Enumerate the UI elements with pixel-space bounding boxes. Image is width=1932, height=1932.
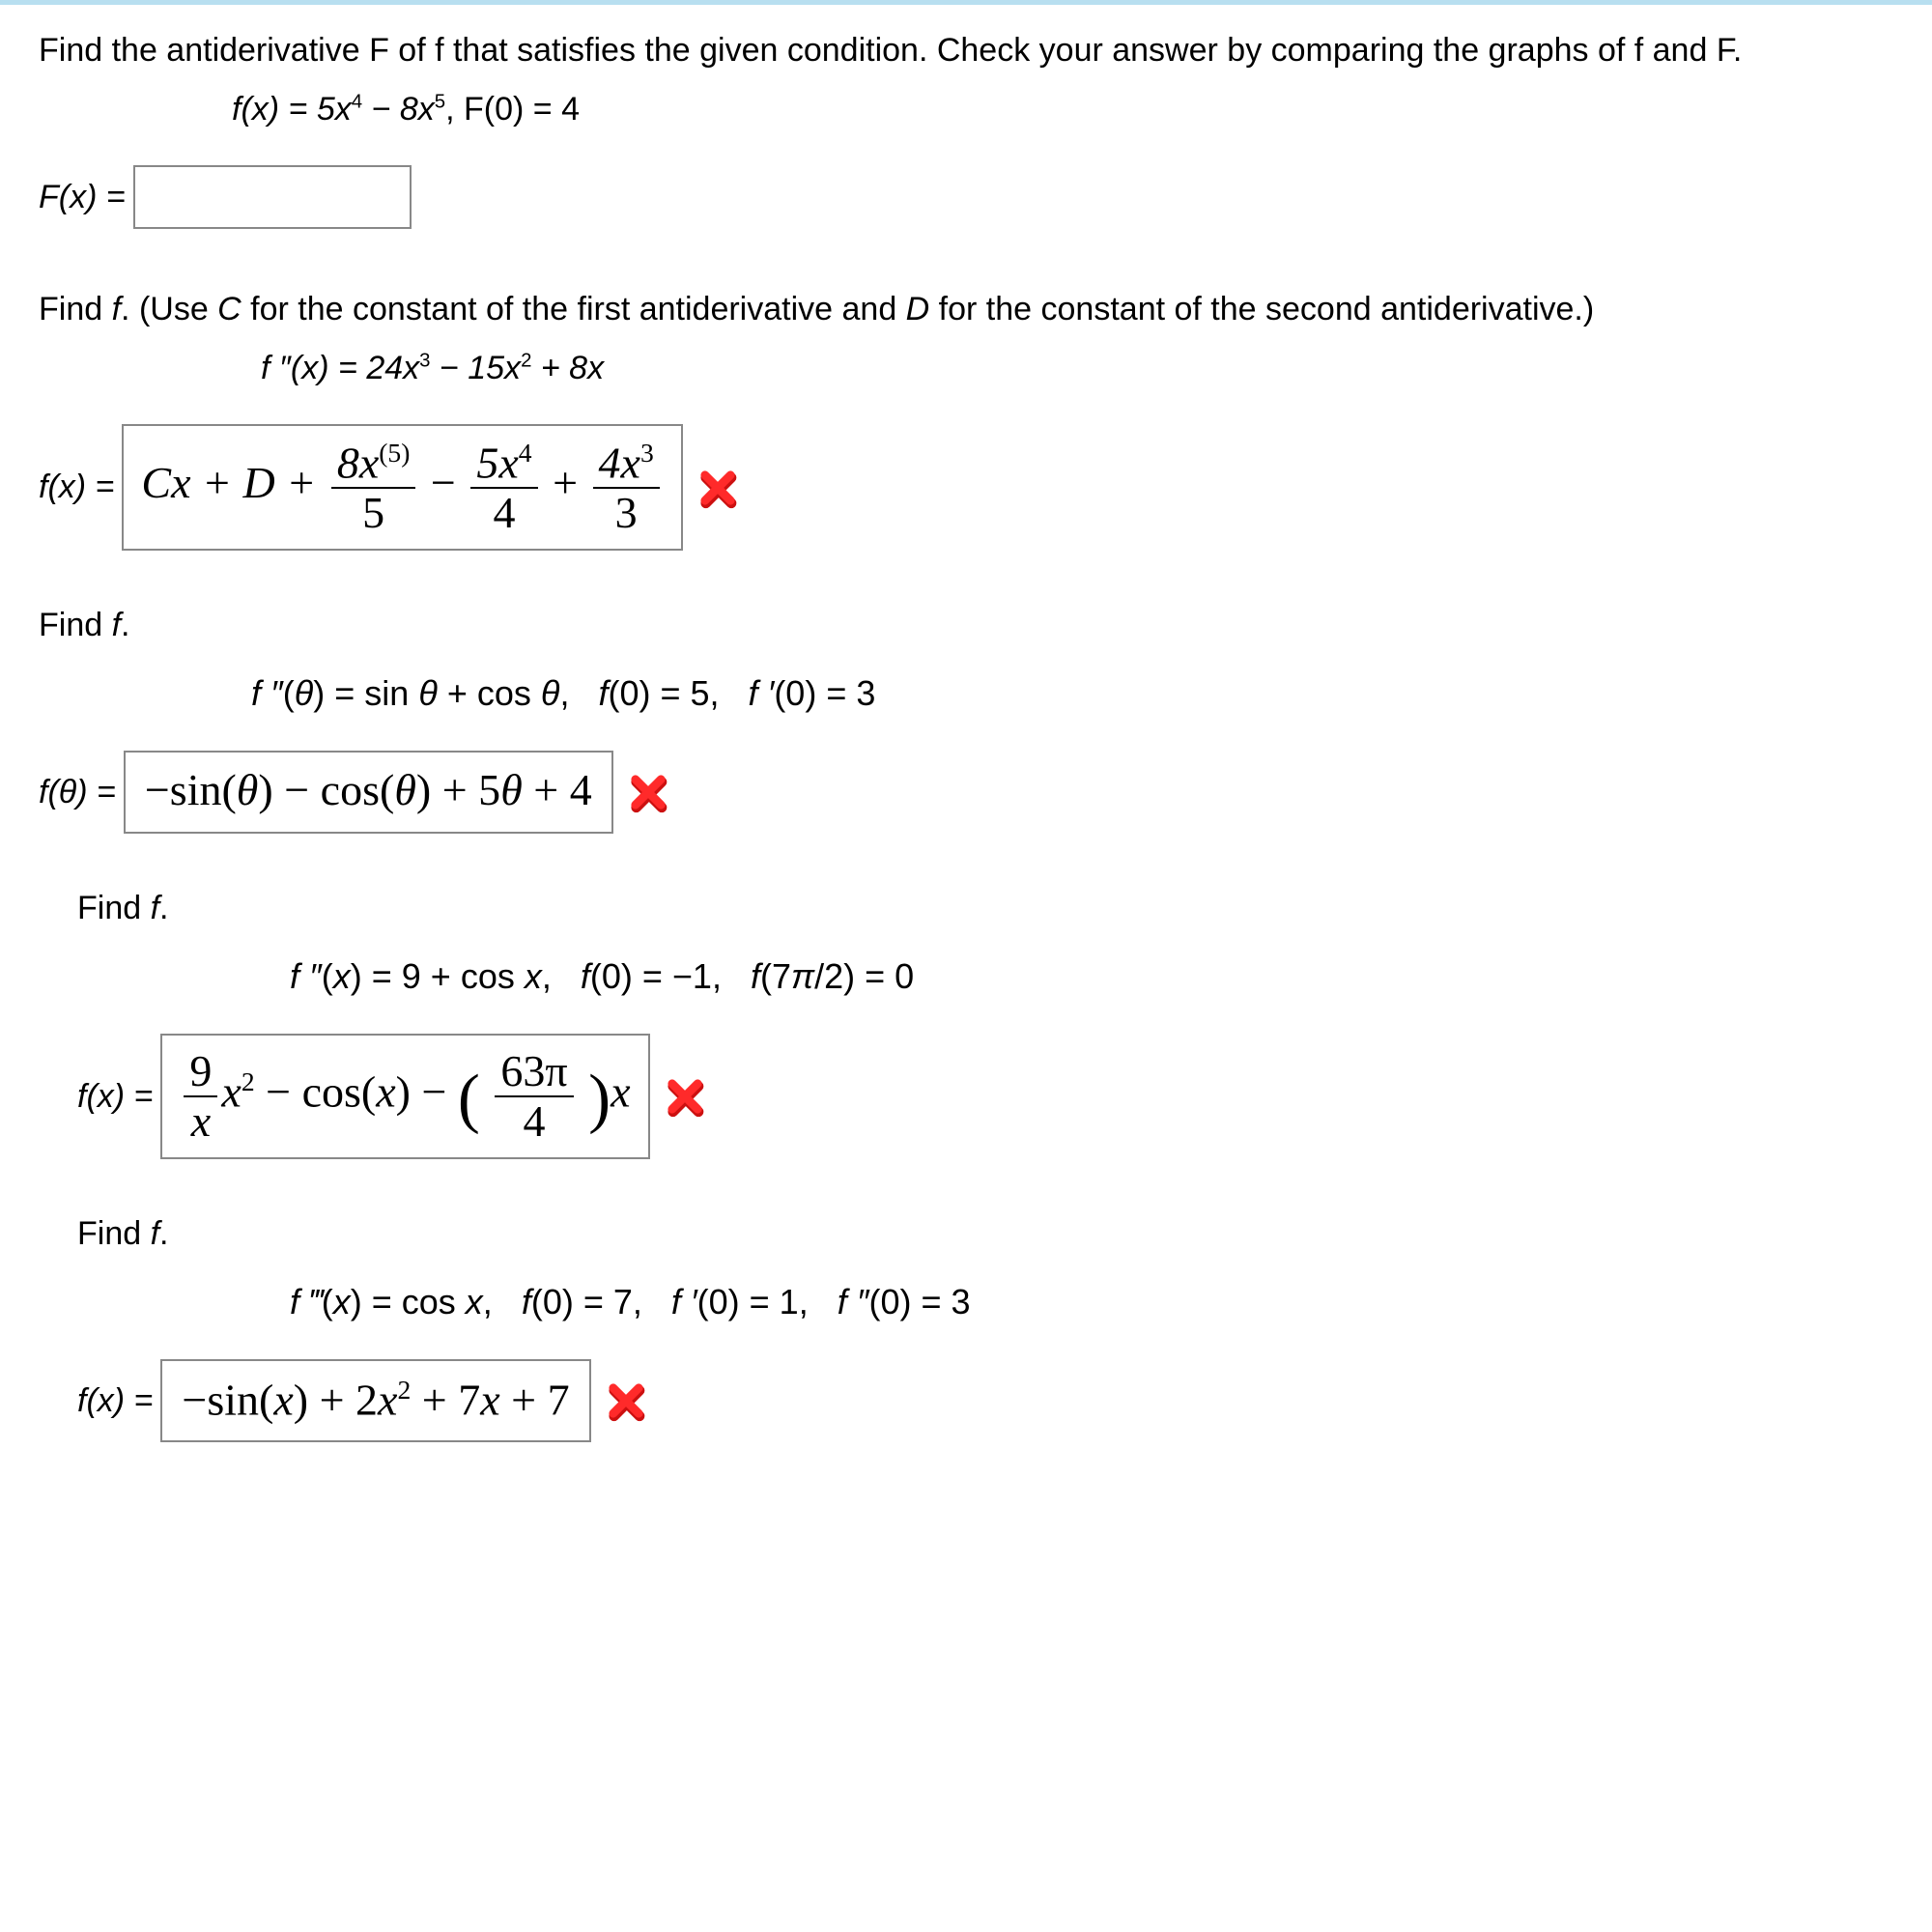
p1-mid: − 8x <box>362 91 435 128</box>
incorrect-icon <box>603 1378 649 1424</box>
p2-f2e: 4 <box>519 438 532 468</box>
problem4-heading: Find f. <box>77 890 1893 927</box>
p5-answer-input[interactable]: −sin(x) + 2x2 + 7x + 7 <box>160 1359 590 1442</box>
problem2-given: f ″(x) = 24x3 − 15x2 + 8x <box>261 350 1893 387</box>
problem1-prompt: Find the antiderivative F of f that sati… <box>39 26 1893 75</box>
p2-tail: + 8x <box>531 350 604 386</box>
p1-exp2: 5 <box>435 92 445 113</box>
p4-xsq-a: x <box>221 1067 241 1117</box>
p4-f1n: 9 <box>184 1049 217 1097</box>
problem3-heading: Find f. <box>39 607 1893 644</box>
problem5-given: f ‴(x) = cos x, f(0) = 7, f ′(0) = 1, f … <box>290 1282 1893 1322</box>
p1-given-lhs: f(x) = 5x <box>232 91 352 128</box>
p2-answer-label: f(x) = <box>39 469 114 506</box>
p2-g-lhs: f ″(x) = 24x <box>261 350 419 386</box>
p5-b: + 7x + 7 <box>411 1376 569 1425</box>
p3-answer-input[interactable]: −sin(θ) − cos(θ) + 5θ + 4 <box>124 751 613 834</box>
p2-e2: 2 <box>521 351 531 372</box>
problem5-answer-row: f(x) = −sin(x) + 2x2 + 7x + 7 <box>77 1359 1893 1442</box>
p4-xsq-e: 2 <box>242 1067 255 1097</box>
problem4-answer-row: f(x) = 9 x x2 − cos(x) − ( 63π 4 )x <box>77 1034 1893 1159</box>
p2-plus: + <box>553 458 588 507</box>
p4-mid: − cos(x) − <box>266 1067 458 1117</box>
p2-m1: − 15x <box>430 350 521 386</box>
p2-answer-input[interactable]: Cx + D + 8x(5) 5 − 5x4 4 + 4x3 3 <box>122 424 682 551</box>
problem4-given: f ″(x) = 9 + cos x, f(0) = −1, f(7π/2) =… <box>290 956 1893 997</box>
p2-frac3: 4x3 3 <box>593 440 660 535</box>
incorrect-icon <box>695 465 741 511</box>
incorrect-icon <box>625 769 671 815</box>
p5-exp: 2 <box>397 1375 411 1405</box>
problem3-given: f ″(θ) = sin θ + cos θ, f(0) = 5, f ′(0)… <box>251 673 1893 714</box>
p4-frac1: 9 x <box>184 1049 217 1144</box>
p4-f2d: 4 <box>518 1097 552 1144</box>
p5-answer-label: f(x) = <box>77 1382 153 1420</box>
problem3-answer-row: f(θ) = −sin(θ) − cos(θ) + 5θ + 4 <box>39 751 1893 834</box>
page: Find the antiderivative F of f that sati… <box>0 0 1932 1537</box>
p2-frac2: 5x4 4 <box>470 440 537 535</box>
p4-answer-label: f(x) = <box>77 1078 153 1116</box>
p2-lead: Cx + D + <box>141 458 327 507</box>
p1-answer-input[interactable] <box>133 165 412 229</box>
p2-frac1: 8x(5) 5 <box>331 440 416 535</box>
p2-f2d: 4 <box>487 489 521 535</box>
p2-minus: − <box>431 458 467 507</box>
problem1-given: f(x) = 5x4 − 8x5, F(0) = 4 <box>232 91 1893 128</box>
p4-f2n: 63π <box>495 1049 573 1097</box>
p2-f1d: 5 <box>356 489 390 535</box>
p2-f3d: 3 <box>610 489 643 535</box>
p2-f2n: 5x <box>476 438 518 487</box>
p2-f1e: (5) <box>379 438 410 468</box>
p2-f1n: 8x <box>337 438 379 487</box>
p2-e1: 3 <box>419 351 430 372</box>
p1-cond: , F(0) = 4 <box>445 91 580 128</box>
p4-tail: x <box>611 1067 630 1117</box>
p2-prompt-a: Find f. (Use C for the constant of the f… <box>39 291 1594 327</box>
p4-f1d: x <box>191 1096 211 1146</box>
p4-frac2: 63π 4 <box>495 1049 573 1144</box>
p1-answer-label: F(x) = <box>39 179 126 216</box>
problem2-answer-row: f(x) = Cx + D + 8x(5) 5 − 5x4 4 + 4x3 3 <box>39 424 1893 551</box>
problem1-answer-row: F(x) = <box>39 165 1893 229</box>
p4-answer-input[interactable]: 9 x x2 − cos(x) − ( 63π 4 )x <box>160 1034 649 1159</box>
p2-f3e: 3 <box>640 438 654 468</box>
incorrect-icon <box>662 1073 708 1120</box>
p1-exp1: 4 <box>352 92 362 113</box>
p3-answer-label: f(θ) = <box>39 774 116 811</box>
p2-f3n: 4x <box>599 438 640 487</box>
problem5-heading: Find f. <box>77 1215 1893 1253</box>
problem2-prompt: Find f. (Use C for the constant of the f… <box>39 285 1893 334</box>
